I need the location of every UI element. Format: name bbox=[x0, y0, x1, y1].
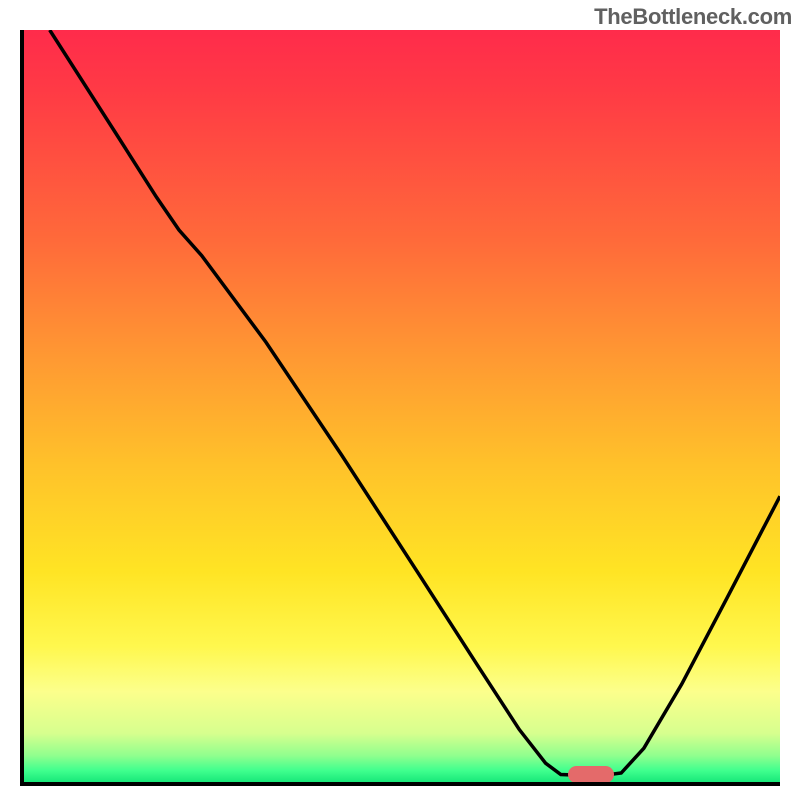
chart-area bbox=[20, 30, 780, 786]
x-axis bbox=[20, 782, 780, 786]
watermark-text: TheBottleneck.com bbox=[594, 4, 792, 30]
chart-curve bbox=[24, 30, 780, 782]
y-axis bbox=[20, 30, 24, 786]
optimal-marker bbox=[568, 766, 615, 783]
